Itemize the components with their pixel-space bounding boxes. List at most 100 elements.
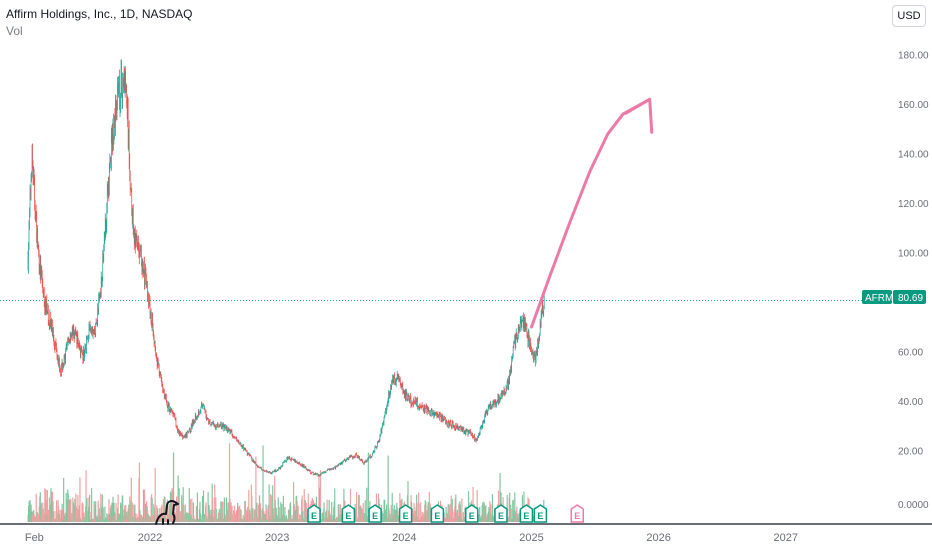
volume-bar	[323, 502, 325, 522]
volume-bar	[212, 497, 214, 522]
y-tick-label: 40.00	[898, 397, 923, 408]
volume-bar	[203, 514, 206, 522]
volume-bar	[235, 510, 238, 522]
volume-bar	[318, 487, 321, 522]
volume-bar	[462, 512, 465, 522]
volume-bar	[274, 500, 276, 522]
volume-bar	[232, 510, 235, 522]
volume-bar	[326, 499, 328, 522]
volume-bar	[28, 501, 30, 522]
volume-bar	[456, 509, 458, 522]
volume-bar	[37, 513, 39, 522]
volume-bar	[485, 505, 487, 522]
volume-bar	[455, 494, 457, 522]
volume-bar	[179, 510, 181, 522]
volume-bar	[452, 509, 454, 522]
earnings-marker-icon: E	[533, 504, 548, 523]
volume-bar	[294, 510, 296, 522]
volume-bar	[262, 445, 264, 522]
volume-bar	[136, 513, 138, 522]
volume-bar	[59, 509, 61, 522]
volume-bar	[139, 510, 141, 522]
volume-indicator-label[interactable]: Vol	[6, 24, 23, 38]
volume-bar	[299, 514, 301, 522]
earnings-label: E	[537, 511, 543, 521]
volume-bar	[364, 500, 366, 522]
volume-bar	[414, 511, 416, 522]
volume-bar	[108, 499, 110, 522]
earnings-marker-icon: E	[307, 504, 321, 523]
volume-bar	[251, 495, 253, 522]
volume-bar	[390, 505, 392, 522]
volume-bar	[245, 508, 247, 522]
volume-bar	[169, 491, 172, 522]
volume-bar	[303, 489, 305, 522]
arrow-shaft	[530, 97, 652, 329]
volume-bar	[363, 513, 365, 522]
volume-bar	[222, 501, 224, 522]
volume-bar	[230, 502, 232, 522]
volume-bar	[476, 490, 478, 522]
volume-bar	[339, 504, 341, 522]
volume-bar	[223, 497, 225, 522]
volume-bar	[199, 513, 202, 522]
volume-bar	[238, 506, 240, 522]
volume-bar	[65, 493, 67, 522]
volume-bar	[71, 512, 73, 522]
projection-arrow	[530, 97, 654, 329]
volume-bar	[420, 502, 422, 522]
volume-bar	[138, 462, 141, 522]
volume-bar	[156, 505, 158, 522]
volume-bar	[292, 482, 295, 522]
volume-bar	[325, 511, 327, 522]
volume-bar	[117, 494, 119, 522]
volume-bar	[305, 502, 307, 522]
volume-bar	[297, 505, 299, 522]
volume-bar	[489, 501, 491, 522]
earnings-badge	[368, 504, 382, 523]
price-tag-symbol: AFRM	[865, 293, 893, 304]
volume-bar	[35, 493, 37, 522]
volume-bar	[87, 497, 89, 522]
volume-axis-label: 0.0000	[898, 500, 929, 511]
arrow-head	[624, 97, 654, 134]
volume-bar	[89, 511, 91, 522]
volume-bar	[307, 493, 309, 522]
volume-bar	[144, 503, 147, 522]
volume-bar	[231, 514, 234, 522]
volume-bar	[302, 511, 304, 522]
volume-bar	[142, 489, 145, 522]
volume-bar	[89, 494, 91, 522]
volume-bar	[281, 504, 283, 522]
earnings-label: E	[498, 511, 504, 521]
volume-bar	[248, 490, 250, 522]
volume-bar	[45, 489, 47, 522]
volume-bar	[152, 514, 154, 522]
volume-bar	[134, 513, 136, 522]
volume-bar	[39, 492, 41, 522]
volume-bar	[214, 484, 216, 522]
x-tick-label: 2024	[392, 532, 416, 544]
volume-bar	[129, 496, 131, 522]
volume-bar	[266, 509, 268, 522]
volume-bar	[70, 498, 72, 522]
volume-bar	[53, 511, 55, 522]
volume-bar	[172, 452, 175, 522]
volume-bar	[205, 502, 207, 522]
symbol-title[interactable]: Affirm Holdings, Inc., 1D, NASDAQ	[6, 7, 193, 21]
volume-bar	[62, 509, 64, 522]
volume-bar	[491, 494, 494, 522]
y-tick-label: 60.00	[898, 348, 923, 359]
volume-bar	[118, 513, 120, 522]
earnings-marker-icon: E	[398, 504, 413, 523]
volume-bar	[264, 513, 266, 522]
volume-bar	[445, 506, 447, 522]
volume-bar	[72, 502, 74, 522]
earnings-badge	[494, 504, 508, 523]
volume-bar	[472, 486, 474, 522]
volume-bar	[381, 511, 383, 522]
volume-bar	[115, 503, 117, 522]
volume-bar	[413, 503, 415, 522]
currency-button[interactable]: USD	[892, 5, 926, 27]
